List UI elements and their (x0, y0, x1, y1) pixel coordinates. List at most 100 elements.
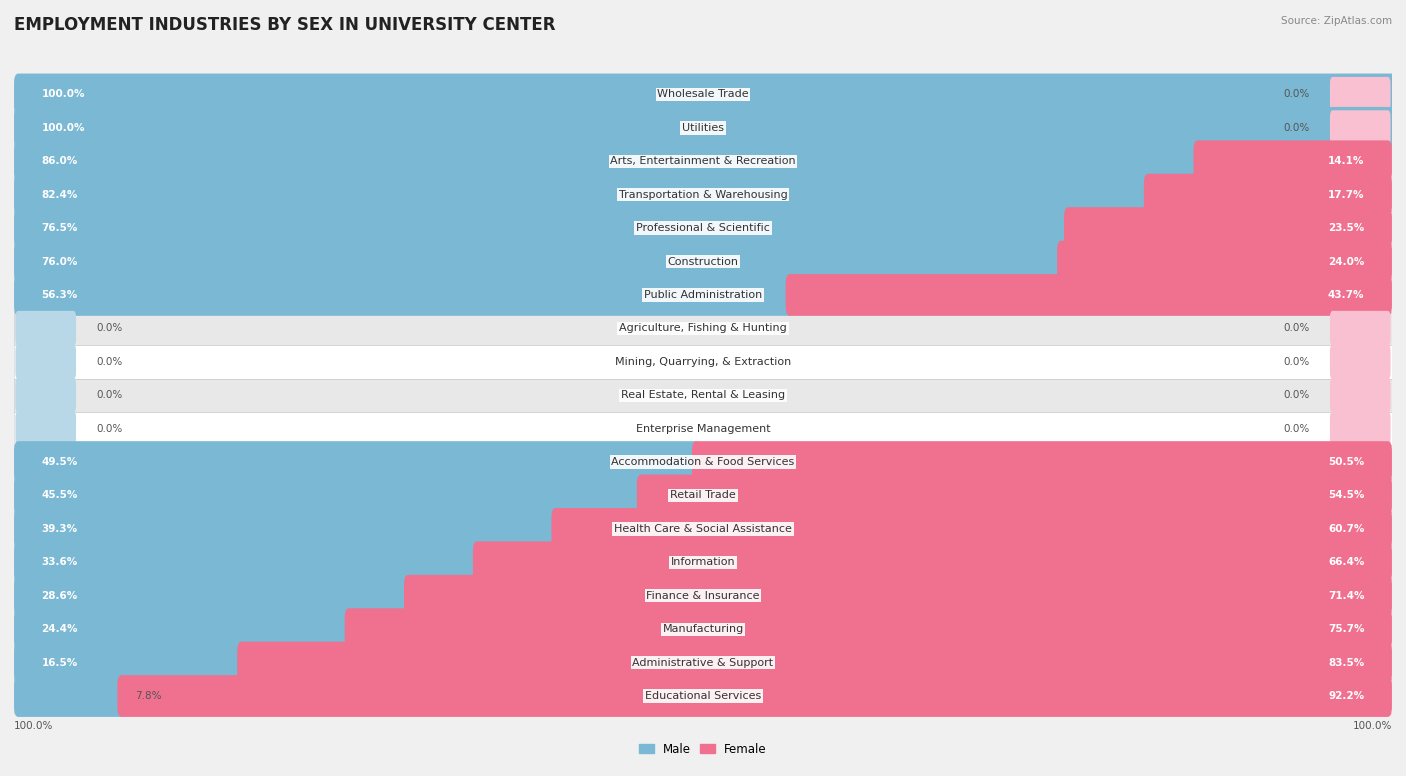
FancyBboxPatch shape (1330, 77, 1391, 112)
Text: 50.5%: 50.5% (1329, 457, 1364, 467)
Bar (14, 111, 1392, 144)
FancyBboxPatch shape (14, 575, 412, 617)
Bar (14, 279, 1392, 312)
Bar (14, 244, 1392, 279)
Text: 71.4%: 71.4% (1327, 591, 1364, 601)
Bar (14, 211, 1392, 244)
Text: Real Estate, Rental & Leasing: Real Estate, Rental & Leasing (621, 390, 785, 400)
FancyBboxPatch shape (14, 475, 645, 516)
Text: 100.0%: 100.0% (14, 721, 53, 731)
Text: 24.4%: 24.4% (42, 624, 79, 634)
FancyBboxPatch shape (14, 107, 1396, 149)
Text: 60.7%: 60.7% (1329, 524, 1364, 534)
Text: 76.0%: 76.0% (42, 257, 77, 266)
Text: 0.0%: 0.0% (1284, 390, 1309, 400)
Text: 28.6%: 28.6% (42, 591, 77, 601)
Bar (14, 345, 1392, 379)
Text: 100.0%: 100.0% (42, 123, 86, 133)
Text: 24.0%: 24.0% (1329, 257, 1364, 266)
FancyBboxPatch shape (344, 608, 1392, 650)
Text: 0.0%: 0.0% (1284, 89, 1309, 99)
FancyBboxPatch shape (14, 508, 560, 550)
Bar (14, 312, 1392, 345)
Bar (14, 512, 1392, 546)
FancyBboxPatch shape (1330, 411, 1391, 446)
FancyBboxPatch shape (15, 311, 76, 346)
Bar (14, 279, 1392, 312)
Bar (14, 111, 1392, 144)
Bar (14, 479, 1392, 512)
FancyBboxPatch shape (692, 442, 1392, 483)
Text: 75.7%: 75.7% (1327, 624, 1364, 634)
Text: 0.0%: 0.0% (97, 324, 122, 334)
Text: 100.0%: 100.0% (42, 89, 86, 99)
Text: 0.0%: 0.0% (1284, 324, 1309, 334)
Text: 0.0%: 0.0% (1284, 357, 1309, 367)
Bar (14, 546, 1392, 579)
Text: 7.8%: 7.8% (135, 691, 162, 701)
Text: Health Care & Social Assistance: Health Care & Social Assistance (614, 524, 792, 534)
Text: Enterprise Management: Enterprise Management (636, 424, 770, 434)
Text: Construction: Construction (668, 257, 738, 266)
FancyBboxPatch shape (14, 608, 354, 650)
Bar (14, 244, 1392, 279)
Text: Information: Information (671, 557, 735, 567)
Bar (14, 178, 1392, 211)
Text: Educational Services: Educational Services (645, 691, 761, 701)
Bar (14, 646, 1392, 679)
Bar (14, 579, 1392, 612)
Text: Arts, Entertainment & Recreation: Arts, Entertainment & Recreation (610, 156, 796, 166)
FancyBboxPatch shape (14, 140, 1204, 182)
FancyBboxPatch shape (404, 575, 1392, 617)
Text: Professional & Scientific: Professional & Scientific (636, 223, 770, 233)
FancyBboxPatch shape (472, 542, 1392, 584)
Bar (14, 579, 1392, 612)
Bar (14, 445, 1392, 479)
Text: 0.0%: 0.0% (1284, 424, 1309, 434)
FancyBboxPatch shape (15, 411, 76, 446)
FancyBboxPatch shape (14, 174, 1153, 216)
FancyBboxPatch shape (14, 274, 794, 316)
Text: 49.5%: 49.5% (42, 457, 77, 467)
Bar (14, 78, 1392, 111)
Bar (14, 144, 1392, 178)
FancyBboxPatch shape (14, 74, 1396, 116)
FancyBboxPatch shape (117, 675, 1392, 717)
Text: 100.0%: 100.0% (1353, 721, 1392, 731)
Text: 45.5%: 45.5% (42, 490, 77, 501)
FancyBboxPatch shape (1330, 378, 1391, 413)
Text: 33.6%: 33.6% (42, 557, 77, 567)
Text: EMPLOYMENT INDUSTRIES BY SEX IN UNIVERSITY CENTER: EMPLOYMENT INDUSTRIES BY SEX IN UNIVERSI… (14, 16, 555, 33)
Text: 86.0%: 86.0% (42, 156, 77, 166)
Bar (14, 345, 1392, 379)
Bar (14, 512, 1392, 546)
FancyBboxPatch shape (15, 378, 76, 413)
Text: 16.5%: 16.5% (42, 657, 77, 667)
Bar (14, 78, 1392, 111)
Text: Utilities: Utilities (682, 123, 724, 133)
Text: 14.1%: 14.1% (1329, 156, 1364, 166)
Text: 0.0%: 0.0% (97, 357, 122, 367)
Bar (14, 445, 1392, 479)
Text: 56.3%: 56.3% (42, 290, 77, 300)
Bar (14, 679, 1392, 712)
FancyBboxPatch shape (1330, 110, 1391, 145)
FancyBboxPatch shape (14, 675, 125, 717)
Text: 76.5%: 76.5% (42, 223, 77, 233)
FancyBboxPatch shape (14, 241, 1066, 282)
Text: 83.5%: 83.5% (1329, 657, 1364, 667)
Text: Manufacturing: Manufacturing (662, 624, 744, 634)
FancyBboxPatch shape (1057, 241, 1392, 282)
Text: 39.3%: 39.3% (42, 524, 77, 534)
Text: Public Administration: Public Administration (644, 290, 762, 300)
Text: Wholesale Trade: Wholesale Trade (657, 89, 749, 99)
Text: 82.4%: 82.4% (42, 189, 77, 199)
Text: 23.5%: 23.5% (1329, 223, 1364, 233)
Text: Source: ZipAtlas.com: Source: ZipAtlas.com (1281, 16, 1392, 26)
Text: Transportation & Warehousing: Transportation & Warehousing (619, 189, 787, 199)
Text: 0.0%: 0.0% (97, 424, 122, 434)
FancyBboxPatch shape (14, 542, 481, 584)
FancyBboxPatch shape (551, 508, 1392, 550)
Bar (14, 612, 1392, 646)
Bar (14, 178, 1392, 211)
